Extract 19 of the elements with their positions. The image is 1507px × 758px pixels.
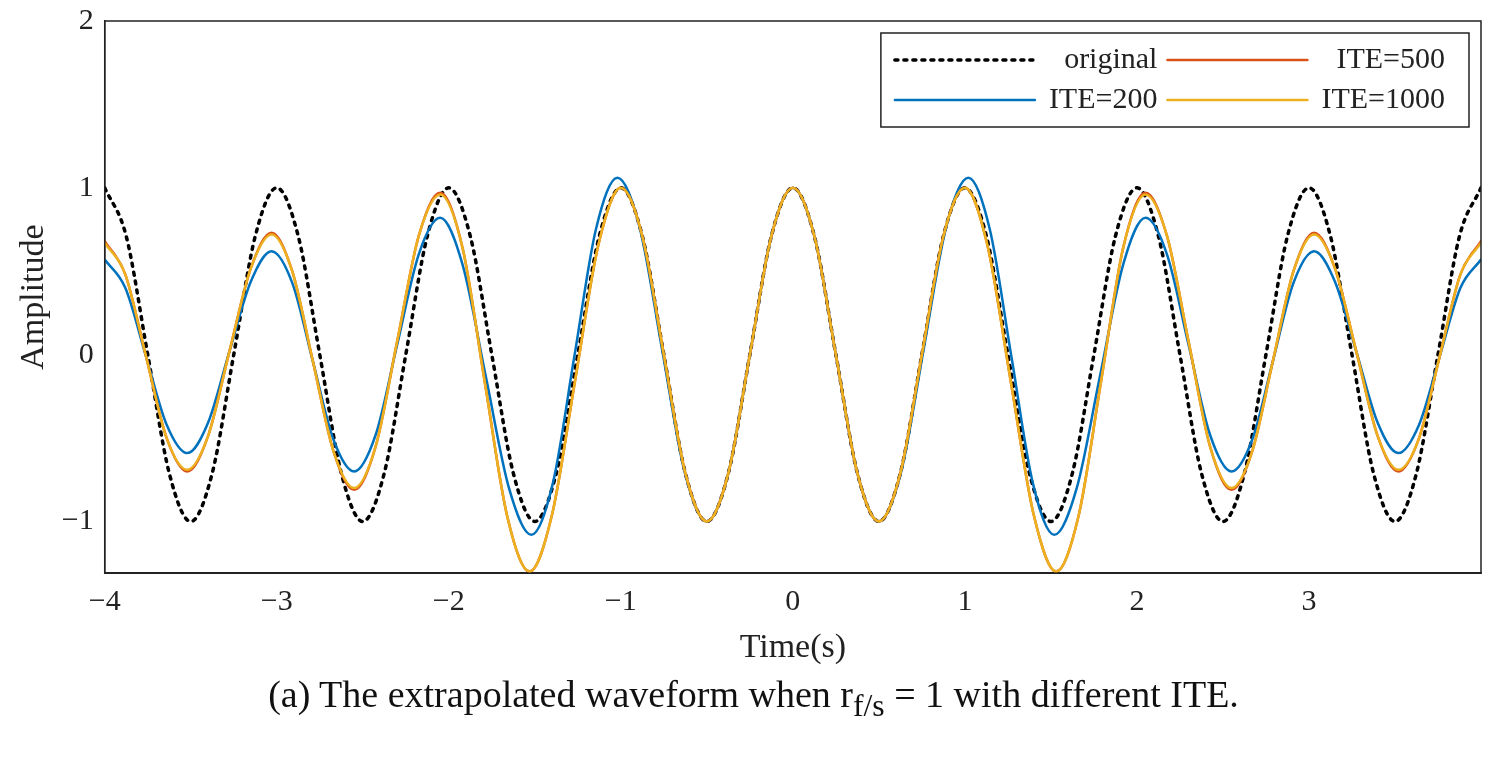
y-tick-label: 0 (78, 335, 94, 369)
y-tick-label: 1 (78, 168, 94, 202)
y-axis-title: Amplitude (13, 224, 51, 370)
x-axis-title: Time(s) (739, 626, 847, 665)
legend-label: ITE=200 (1048, 80, 1158, 114)
legend-label: original (1064, 40, 1158, 74)
text: (a) The extrapolated waveform when r$_{f/s}$ = 1 with different ITE. (267, 672, 1240, 724)
x-tick-label: 0 (785, 583, 801, 617)
x-tick-label: 3 (1301, 583, 1317, 617)
x-tick-label: −2 (432, 583, 465, 617)
y-tick-label: −1 (61, 502, 94, 536)
legend-label: ITE=1000 (1321, 80, 1445, 114)
x-tick-label: 1 (957, 583, 973, 617)
x-tick-label: −1 (604, 583, 637, 617)
legend-label: ITE=500 (1336, 40, 1445, 74)
x-tick-label: −3 (260, 583, 293, 617)
x-tick-label: 2 (1129, 583, 1145, 617)
y-tick-label: 2 (78, 1, 94, 35)
x-tick-label: −4 (88, 583, 121, 617)
